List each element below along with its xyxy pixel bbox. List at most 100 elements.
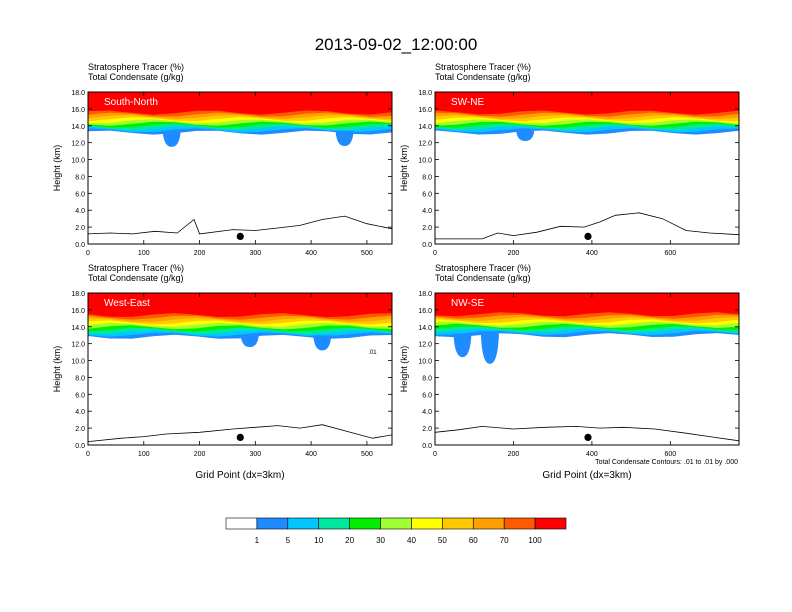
y-tick-label: 2.0 <box>422 426 432 433</box>
x-tick-label: 200 <box>508 451 520 458</box>
panel-2: Stratosphere Tracer (%)Total Condensate … <box>399 62 740 257</box>
y-tick-label: 14.0 <box>71 124 85 131</box>
x-tick-label: 0 <box>86 250 90 257</box>
colorbar-swatch <box>318 517 350 530</box>
y-tick-label: 4.0 <box>422 208 432 215</box>
y-tick-label: 6.0 <box>422 392 432 399</box>
y-tick-label: 2.0 <box>75 225 85 232</box>
colorbar-label: 60 <box>469 536 478 545</box>
panel-label: NW-SE <box>451 298 484 309</box>
plot-content <box>435 293 739 442</box>
panel-4: Stratosphere Tracer (%)Total Condensate … <box>399 263 740 481</box>
colorbar: 1 5 10 20 30 40 50 60 70 100 <box>225 517 567 545</box>
y-tick-label: 12.0 <box>71 342 85 349</box>
x-axis-label: Grid Point (dx=3km) <box>195 470 284 481</box>
y-axis-label: Height (km) <box>52 346 62 393</box>
tracer-intrusion-1 <box>162 130 181 147</box>
y-tick-label: 8.0 <box>75 174 85 181</box>
x-tick-label: 100 <box>138 451 150 458</box>
colorbar-label: 1 <box>255 536 260 545</box>
y-tick-label: 0.0 <box>75 443 85 450</box>
y-axis-label: Height (km) <box>52 145 62 192</box>
tracer-intrusion-2 <box>480 333 499 364</box>
y-tick-label: 2.0 <box>422 225 432 232</box>
y-tick-label: 4.0 <box>75 409 85 416</box>
y-tick-label: 12.0 <box>418 342 432 349</box>
terrain-line <box>88 424 392 442</box>
y-tick-label: 12.0 <box>418 141 432 148</box>
tracer-intrusion-1 <box>453 333 472 358</box>
x-tick-label: 500 <box>361 451 373 458</box>
subtitle-tracer: Stratosphere Tracer (%) <box>435 62 531 72</box>
plot-content <box>88 92 392 240</box>
tracer-band-100 <box>435 92 739 115</box>
y-tick-label: 16.0 <box>418 308 432 315</box>
y-tick-label: 14.0 <box>418 325 432 332</box>
terrain-line <box>435 425 739 442</box>
y-tick-label: 10.0 <box>71 158 85 165</box>
colorbar-swatch <box>534 517 567 530</box>
colorbar-label: 30 <box>376 536 385 545</box>
y-tick-label: 12.0 <box>71 141 85 148</box>
colorbar-label: 40 <box>407 536 416 545</box>
panel-1: Stratosphere Tracer (%)Total Condensate … <box>52 62 393 257</box>
y-tick-label: 10.0 <box>418 158 432 165</box>
panel-label: West-East <box>104 298 150 309</box>
subtitle-tracer: Stratosphere Tracer (%) <box>88 263 184 273</box>
y-tick-label: 14.0 <box>71 325 85 332</box>
colorbar-swatch <box>380 517 412 530</box>
y-tick-label: 10.0 <box>71 359 85 366</box>
y-tick-label: 10.0 <box>418 359 432 366</box>
y-tick-label: 16.0 <box>418 107 432 114</box>
x-tick-label: 400 <box>305 250 317 257</box>
y-axis-label: Height (km) <box>399 145 409 192</box>
y-tick-label: 18.0 <box>71 90 85 97</box>
subtitle-tracer: Stratosphere Tracer (%) <box>88 62 184 72</box>
y-tick-label: 8.0 <box>75 375 85 382</box>
colorbar-swatch <box>349 517 381 530</box>
x-tick-label: 200 <box>194 451 206 458</box>
x-tick-label: 400 <box>586 451 598 458</box>
location-marker <box>584 433 592 441</box>
x-tick-label: 200 <box>194 250 206 257</box>
colorbar-swatch <box>256 517 289 530</box>
tracer-band-100 <box>88 293 392 318</box>
colorbar-label: 50 <box>438 536 447 545</box>
y-tick-label: 8.0 <box>422 174 432 181</box>
y-tick-label: 6.0 <box>75 392 85 399</box>
x-tick-label: 0 <box>433 451 437 458</box>
tracer-band-100 <box>88 92 392 115</box>
panels: Stratosphere Tracer (%)Total Condensate … <box>52 62 740 481</box>
plot-frame <box>87 91 393 245</box>
y-tick-label: 4.0 <box>422 409 432 416</box>
x-axis-label: Grid Point (dx=3km) <box>542 470 631 481</box>
x-tick-label: 100 <box>138 250 150 257</box>
y-tick-label: 16.0 <box>71 107 85 114</box>
plot-frame <box>434 292 740 446</box>
colorbar-swatch <box>503 517 536 530</box>
y-tick-label: 2.0 <box>75 426 85 433</box>
x-tick-label: 300 <box>249 451 261 458</box>
y-tick-label: 14.0 <box>418 124 432 131</box>
x-tick-label: 300 <box>249 250 261 257</box>
tracer-intrusion-2 <box>335 130 354 147</box>
colorbar-label: 20 <box>345 536 354 545</box>
tracer-band-100 <box>435 293 739 317</box>
y-tick-label: 0.0 <box>422 443 432 450</box>
colorbar-label: 70 <box>500 536 509 545</box>
terrain-line <box>435 212 739 240</box>
subtitle-condensate: Total Condensate (g/kg) <box>88 72 184 82</box>
colorbar-swatch <box>287 517 320 530</box>
colorbar-label: 10 <box>314 536 323 545</box>
colorbar-label: 5 <box>286 536 291 545</box>
colorbar-swatch <box>442 517 474 530</box>
x-tick-label: 0 <box>86 451 90 458</box>
y-tick-label: 18.0 <box>71 291 85 298</box>
plot-content <box>435 92 739 240</box>
y-tick-label: 18.0 <box>418 291 432 298</box>
tracer-intrusion-1 <box>516 130 535 141</box>
colorbar-label: 100 <box>528 536 542 545</box>
x-tick-label: 500 <box>361 250 373 257</box>
x-tick-label: 600 <box>665 250 677 257</box>
